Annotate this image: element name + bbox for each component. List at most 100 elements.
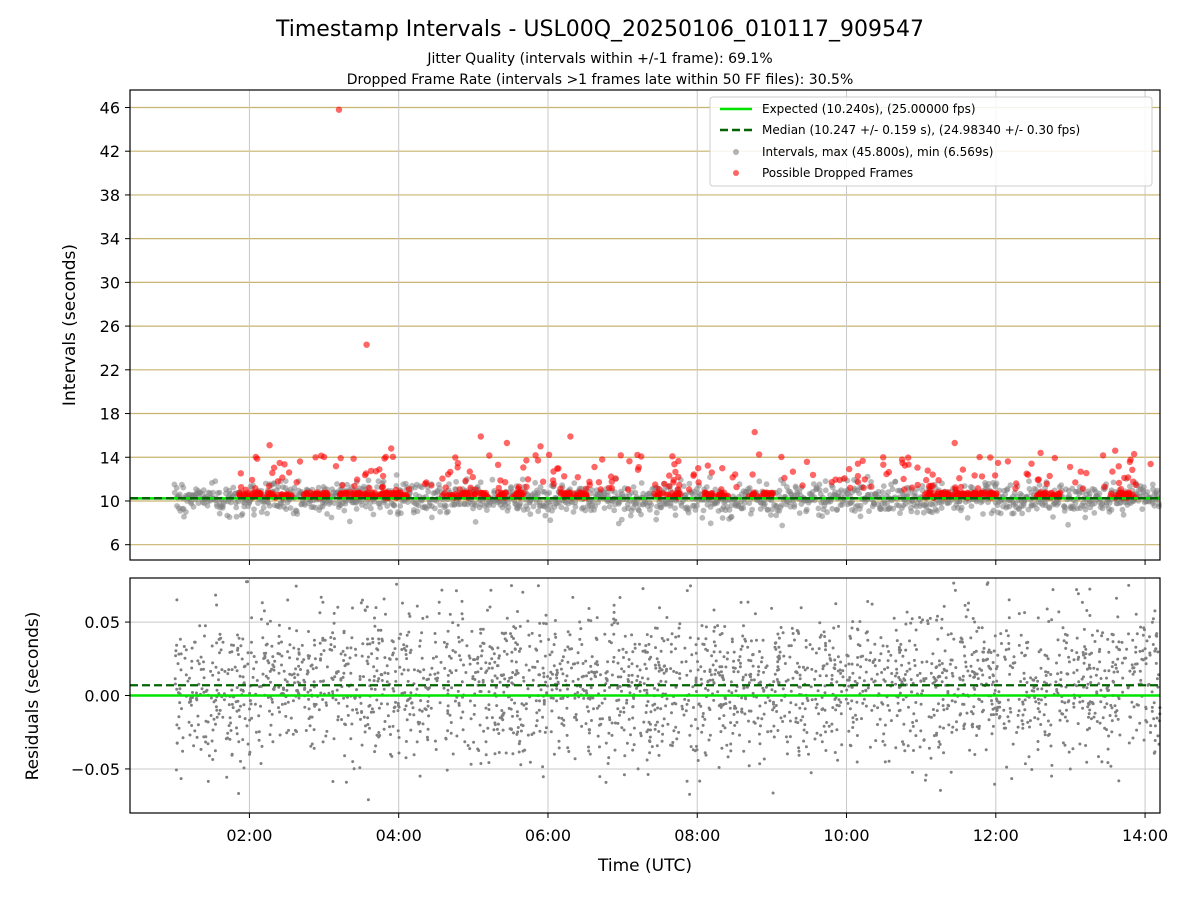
residual-point [657, 669, 661, 673]
residual-point [434, 748, 438, 751]
residual-point [620, 667, 624, 671]
residual-point [821, 667, 825, 671]
residual-point [288, 643, 292, 647]
residual-point [1111, 633, 1115, 637]
residual-point [780, 698, 783, 702]
residual-point [604, 780, 608, 784]
residual-point [840, 690, 844, 694]
residual-point [541, 666, 545, 670]
legend-expected-label: Expected (10.240s), (25.00000 fps) [762, 102, 976, 116]
residual-point [976, 658, 980, 662]
residual-point [1039, 648, 1043, 652]
residual-point [260, 601, 264, 605]
residual-point [1063, 715, 1067, 719]
residual-point [518, 717, 522, 721]
residual-point [526, 687, 530, 691]
residual-point [850, 662, 854, 666]
dropped-frame-point [651, 490, 658, 497]
interval-point [563, 506, 570, 513]
residual-point [406, 679, 410, 683]
residual-point [544, 622, 548, 626]
residual-point [893, 674, 897, 678]
interval-point [601, 505, 608, 511]
residual-point [1097, 755, 1100, 759]
residual-point [926, 619, 930, 623]
residual-point [788, 735, 792, 739]
residual-point [487, 690, 491, 694]
residual-point [1061, 626, 1065, 630]
residual-point [666, 638, 670, 642]
residuals-y-tick-label: −0.05 [71, 760, 120, 779]
residual-point [312, 638, 316, 642]
residual-point [898, 691, 902, 695]
residual-point [553, 632, 557, 636]
x-tick-label: 08:00 [674, 826, 720, 845]
intervals-y-tick-label: 46 [100, 98, 120, 117]
residual-point [653, 727, 657, 731]
residual-point [895, 671, 899, 675]
residual-point [816, 689, 820, 693]
residual-point [215, 715, 219, 719]
residual-point [908, 729, 912, 733]
residual-point [760, 660, 763, 664]
residual-point [1156, 685, 1160, 689]
residual-point [659, 649, 663, 653]
residual-point [460, 612, 464, 616]
residual-point [366, 642, 369, 646]
residual-point [1076, 657, 1080, 661]
residual-point [217, 712, 221, 716]
dropped-frame-point [313, 489, 321, 496]
residual-point [702, 643, 706, 646]
interval-point [414, 508, 421, 515]
residual-point [919, 620, 923, 624]
residual-point [1036, 740, 1040, 743]
residual-point [385, 664, 389, 668]
residual-point [834, 708, 838, 712]
residual-point [457, 703, 461, 707]
residual-point [597, 723, 601, 727]
residual-point [1046, 657, 1050, 661]
residual-point [1039, 698, 1043, 702]
residual-point [177, 715, 181, 719]
residual-point [1029, 676, 1033, 680]
residual-point [1008, 664, 1012, 668]
residual-point [1106, 689, 1110, 693]
residual-point [864, 658, 868, 662]
residual-point [701, 723, 705, 727]
residual-point [546, 684, 550, 688]
residual-point [928, 616, 932, 620]
residual-point [317, 708, 321, 712]
interval-point [210, 489, 216, 496]
residual-point [1114, 714, 1118, 718]
residual-point [393, 705, 397, 709]
residual-point [1011, 661, 1015, 665]
residual-point [825, 721, 829, 724]
residual-point [720, 675, 724, 679]
residual-point [801, 665, 805, 669]
residual-point [448, 612, 452, 616]
interval-point [685, 509, 692, 516]
residual-point [1145, 720, 1149, 724]
interval-point [233, 513, 240, 520]
residual-point [210, 739, 214, 743]
residual-point [641, 587, 645, 591]
residual-point [932, 675, 936, 679]
residual-point [913, 643, 917, 647]
residual-point [1017, 697, 1021, 701]
residual-point [511, 714, 514, 718]
dropped-frame-point [1117, 485, 1125, 493]
residual-point [1116, 717, 1120, 721]
residual-point [517, 750, 521, 754]
residual-point [701, 715, 705, 719]
residual-point [217, 671, 221, 675]
interval-point [638, 480, 645, 486]
dropped-frame-point [428, 482, 435, 489]
residual-point [513, 701, 517, 705]
residual-point [631, 650, 635, 654]
residual-point [798, 706, 802, 710]
residual-point [425, 686, 429, 690]
residual-point [1021, 700, 1025, 704]
residual-point [1093, 711, 1097, 715]
dropped-frame-point [557, 485, 564, 492]
residual-point [303, 688, 306, 691]
